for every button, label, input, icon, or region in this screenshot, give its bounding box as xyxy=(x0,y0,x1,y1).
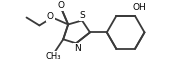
Text: O: O xyxy=(47,12,54,21)
Text: OH: OH xyxy=(132,3,146,12)
Text: N: N xyxy=(74,44,80,53)
Text: S: S xyxy=(80,11,85,20)
Text: O: O xyxy=(58,1,65,10)
Text: CH₃: CH₃ xyxy=(46,52,61,61)
